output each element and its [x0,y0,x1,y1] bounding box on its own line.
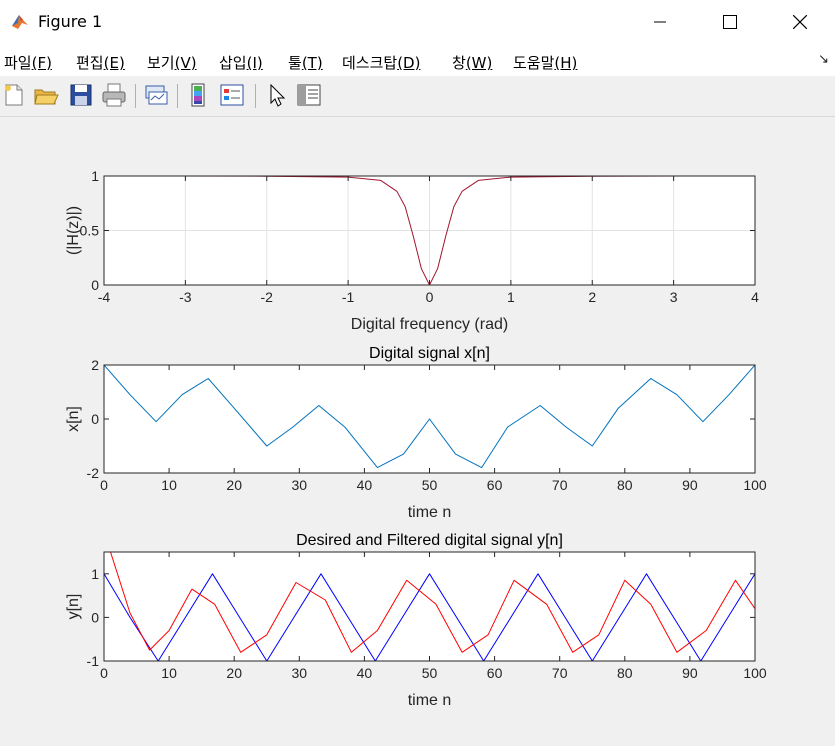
y-tick-label: 2 [91,357,99,373]
x-tick-label: 70 [552,665,568,681]
menu-file[interactable]: 파일(F) [4,54,52,72]
print-icon[interactable] [101,82,127,108]
x-axis-label: time n [408,504,452,521]
menu-desktop[interactable]: 데스크탑(D) [342,54,421,72]
x-tick-label: 70 [552,477,568,493]
series-line-1 [173,176,686,285]
menu-tools[interactable]: 툴(T) [288,54,323,72]
y-axis-label: (|H(z)|) [65,206,82,255]
y-tick-label: 1 [91,566,99,582]
link-plot-icon[interactable] [143,82,169,108]
maximize-icon [723,15,737,29]
series-line-1 [104,365,755,469]
series-line-2 [110,552,755,653]
series-line-1 [104,573,755,661]
colorbar-icon[interactable] [186,82,212,108]
x-tick-label: 30 [292,665,308,681]
x-axis-label: time n [408,692,452,709]
x-tick-label: -2 [261,289,274,305]
y-axis-label: y[n] [65,594,82,620]
x-tick-label: 10 [161,477,177,493]
x-tick-label: 50 [422,477,438,493]
y-tick-label: 1 [91,168,99,184]
x-tick-label: 20 [226,665,242,681]
x-tick-label: 40 [357,477,373,493]
menu-edit[interactable]: 편집(E) [76,54,125,72]
x-tick-label: 100 [743,665,767,681]
x-axis-label: Digital frequency (rad) [351,316,508,333]
x-tick-label: 80 [617,477,633,493]
x-tick-label: 1 [507,289,515,305]
x-tick-label: 0 [100,665,108,681]
x-tick-label: -1 [342,289,355,305]
toolbar-separator [135,84,136,108]
title-bar: Figure 1 [0,0,835,44]
open-file-icon[interactable] [33,82,59,108]
menu-view[interactable]: 보기(V) [147,54,197,72]
legend-icon[interactable] [219,82,245,108]
x-tick-label: 100 [743,477,767,493]
x-tick-label: 0 [426,289,434,305]
x-tick-label: 90 [682,477,698,493]
x-tick-label: 3 [670,289,678,305]
axes-1[interactable]: -4 -3 -2 -1 0 1 2 3 4 0 0.5 1 Digital frequency (rad… [65,168,759,333]
pointer-icon[interactable] [264,82,290,108]
toolbar [0,76,835,117]
x-tick-label: 0 [100,477,108,493]
x-tick-label: 2 [588,289,596,305]
x-tick-label: -3 [179,289,192,305]
y-tick-label: -1 [87,653,100,669]
chart-title: Desired and Filtered digital signal y[n] [296,532,563,549]
dock-arrow-icon[interactable]: ↘ [818,52,829,67]
x-tick-label: 50 [422,665,438,681]
y-tick-label: 0 [91,411,99,427]
menu-help[interactable]: 도움말(H) [513,54,578,72]
window-title: Figure 1 [38,12,103,31]
menu-window[interactable]: 창(W) [452,54,493,72]
property-inspector-icon[interactable] [296,82,322,108]
y-tick-label: 0 [91,277,99,293]
x-tick-label: 40 [357,665,373,681]
menu-bar: 파일(F) 편집(E) 보기(V) 삽입(I) 툴(T) 데스크탑(D) 창(W… [0,44,835,76]
close-icon [793,15,807,29]
plot-area [104,552,755,661]
minimize-icon [654,21,666,23]
x-tick-label: 20 [226,477,242,493]
save-icon[interactable] [68,82,94,108]
x-tick-label: 4 [751,289,759,305]
chart-title: Digital signal x[n] [369,345,490,362]
x-tick-label: 30 [292,477,308,493]
new-figure-icon[interactable] [1,82,27,108]
maximize-button[interactable] [695,0,765,44]
x-tick-label: 80 [617,665,633,681]
x-tick-label: 90 [682,665,698,681]
matlab-logo-icon [10,11,30,31]
x-tick-label: -4 [98,289,111,305]
x-tick-label: 60 [487,665,503,681]
minimize-button[interactable] [625,0,695,44]
x-tick-label: 10 [161,665,177,681]
close-button[interactable] [765,0,835,44]
toolbar-separator [177,84,178,108]
y-axis-label: x[n] [65,406,82,432]
menu-insert[interactable]: 삽입(I) [219,54,263,72]
y-tick-label: -2 [87,465,100,481]
y-tick-label: 0.5 [80,223,100,239]
y-tick-label: 0 [91,609,99,625]
x-tick-label: 60 [487,477,503,493]
toolbar-separator [255,84,256,108]
